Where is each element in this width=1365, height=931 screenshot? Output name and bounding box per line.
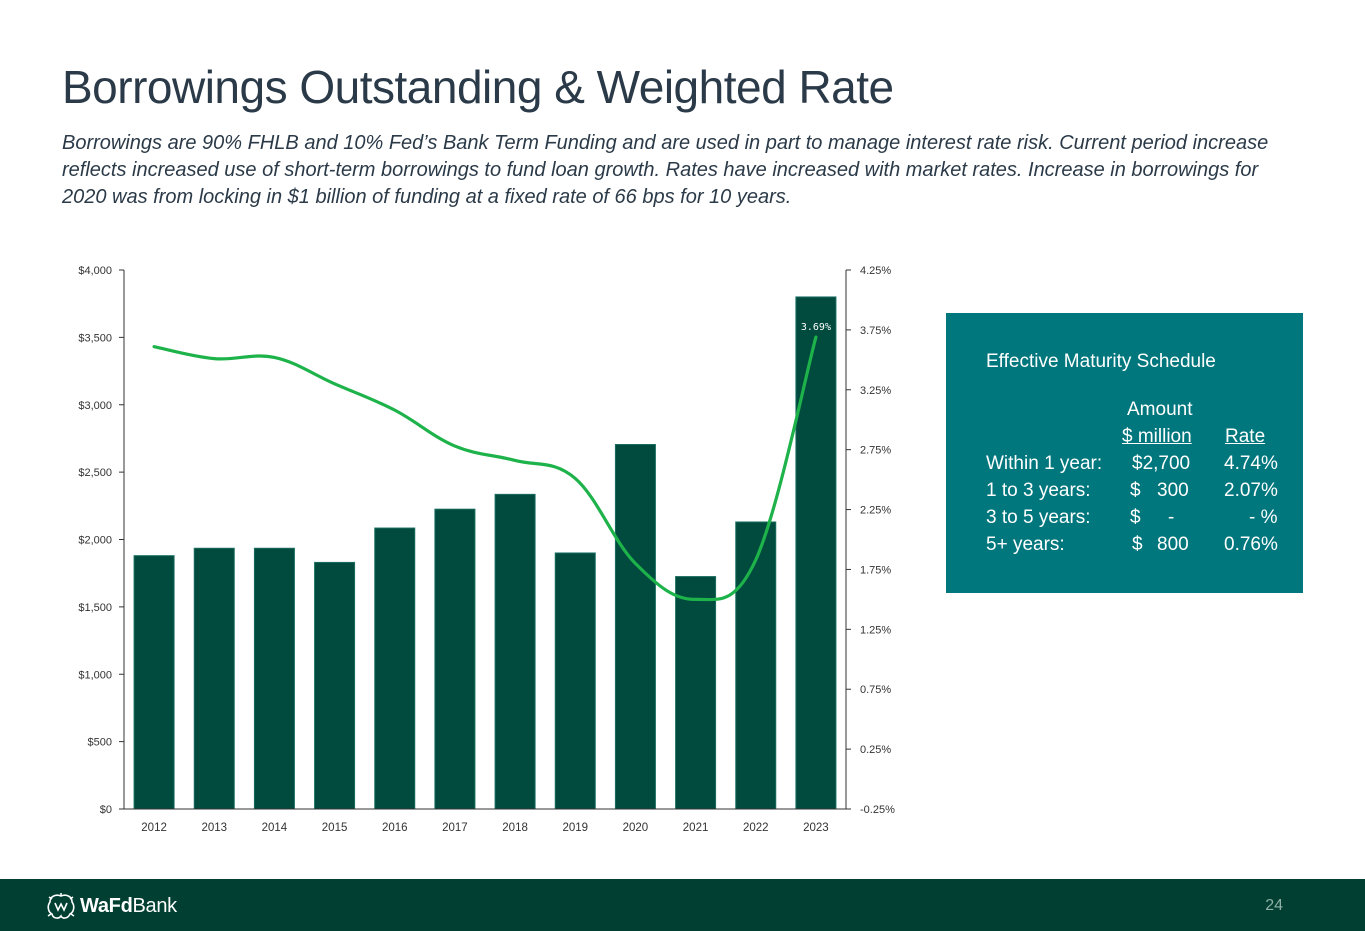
brand-name: WaFdBank [80,895,177,918]
maturity-row-currency: $ [1130,480,1141,501]
labels-layer: $0 $500 $1,000 $1,500 $2,000 $2,500 $3,000 $3,5… [78,265,895,834]
right-axis-tick-label: 2.75% [860,445,891,457]
left-axis-tick-label: $1,000 [78,669,112,681]
x-axis-tick-label: 2023 [803,822,829,834]
maturity-row-currency: $ [1130,507,1141,528]
left-axis-tick-label: $3,000 [78,400,112,412]
line-layer [152,335,818,602]
bar-2023 [795,296,837,810]
maturity-row-rate: - % [1249,507,1278,528]
x-axis-tick-label: 2015 [322,822,348,834]
right-axis-tick-label: 3.75% [860,325,891,337]
right-axis-tick-label: 4.25% [860,265,891,277]
x-axis-tick-label: 2016 [382,822,408,834]
bar-2022 [735,521,777,810]
left-axis-tick-label: $1,500 [78,602,112,614]
maturity-row-amount: 800 [1157,534,1189,555]
borrowings-chart: $0 $500 $1,000 $1,500 $2,000 $2,500 $3,000 $3,5… [78,265,895,834]
brand-name-rest: Bank [132,894,178,917]
maturity-row-amount: 300 [1157,480,1189,501]
right-axis-tick-label: -0.25% [860,804,895,816]
amount-unit-header: $ million [1122,426,1192,447]
x-axis-tick-label: 2019 [562,822,588,834]
left-axis-tick-label: $2,000 [78,535,112,547]
page-number: 24 [1265,897,1283,914]
wafd-logo-icon [47,893,75,919]
rate-data-label: 3.69% [801,322,831,333]
maturity-row-label: 5+ years: [986,534,1065,555]
maturity-schedule-panel: Effective Maturity Schedule Amount $ mil… [946,313,1303,593]
wafd-bank-logo: WaFdBank [46,892,177,920]
right-axis-tick-label: 3.25% [860,385,891,397]
maturity-row-rate: 4.74% [1224,453,1278,474]
maturity-row-currency: $ [1132,534,1143,555]
bar-2021 [675,576,717,810]
x-axis-tick-label: 2017 [442,822,468,834]
x-axis-tick-label: 2014 [262,822,288,834]
rate-header: Rate [1225,426,1266,447]
maturity-row-rate: 2.07% [1224,480,1278,501]
bar-2013 [193,547,235,810]
weighted-rate-line [152,335,818,602]
axes-layer [119,269,851,810]
x-axis-tick-label: 2021 [683,822,709,834]
bar-2017 [434,508,476,810]
bar-2020 [614,444,656,810]
maturity-schedule-title: Effective Maturity Schedule [986,351,1216,372]
right-axis-tick-label: 0.75% [860,684,891,696]
right-axis-tick-label: 0.25% [860,744,891,756]
left-axis-tick-label: $0 [100,804,112,816]
x-axis-tick-label: 2012 [141,822,167,834]
maturity-row-label: 1 to 3 years: [986,480,1091,501]
bar-2019 [554,552,596,810]
page-subtitle: Borrowings are 90% FHLB and 10% Fed’s Ba… [62,132,1269,208]
page-title: Borrowings Outstanding & Weighted Rate [62,61,894,113]
left-axis-tick-label: $2,500 [78,467,112,479]
maturity-row-rate: 0.76% [1224,534,1278,555]
footer-bar: WaFdBank 24 [0,879,1365,931]
bar-2016 [374,527,416,810]
x-axis-tick-label: 2018 [502,822,528,834]
x-axis-tick-label: 2013 [201,822,227,834]
brand-name-bold: WaFd [80,894,133,917]
maturity-row-amount: $2,700 [1132,453,1191,474]
right-axis-tick-label: 2.25% [860,505,891,517]
bar-2014 [253,547,295,810]
bar-2015 [314,561,356,810]
maturity-row-label: Within 1 year: [986,453,1103,474]
right-axis-tick-label: 1.25% [860,624,891,636]
x-axis-tick-label: 2022 [743,822,769,834]
maturity-row-amount: - [1168,507,1175,528]
left-axis-tick-label: $500 [88,737,112,749]
maturity-row-label: 3 to 5 years: [986,507,1091,528]
left-axis-tick-label: $4,000 [78,265,112,277]
left-axis-tick-label: $3,500 [78,332,112,344]
right-axis-tick-label: 1.75% [860,564,891,576]
bars-layer [133,296,837,810]
bar-2012 [133,555,175,810]
bar-2018 [494,493,536,810]
amount-header: Amount [1127,399,1193,420]
x-axis-tick-label: 2020 [623,822,649,834]
